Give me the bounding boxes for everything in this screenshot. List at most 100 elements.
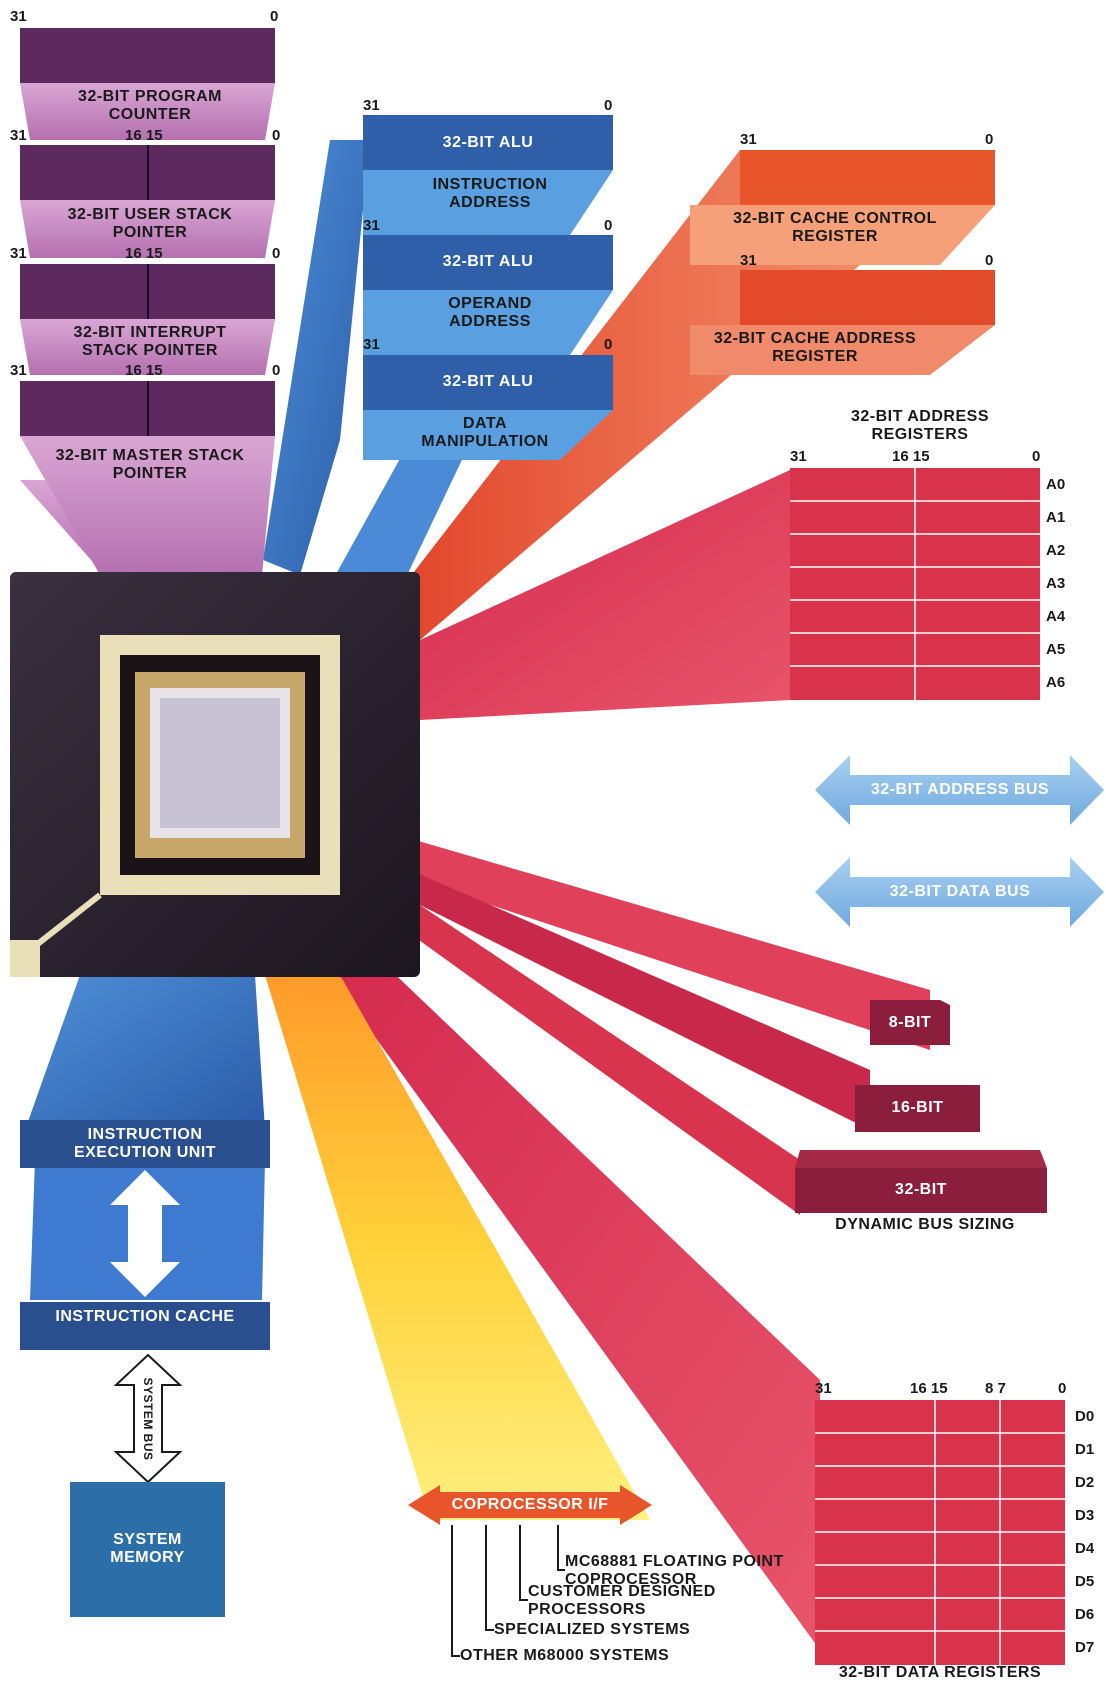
isp-mid: 16 15 (125, 245, 163, 262)
ccr-msb: 31 (740, 131, 757, 148)
alu3-msb: 31 (363, 336, 380, 353)
system-memory-label: SYSTEM MEMORY (110, 1531, 185, 1566)
alu2-sub: OPERAND ADDRESS (448, 295, 532, 330)
red-ray-bus (415, 840, 930, 1050)
address-bus-arrow[interactable] (815, 755, 1104, 825)
bus-16bit (855, 1085, 980, 1132)
ar-msb: 31 (790, 448, 807, 465)
instruction-execution-unit (20, 1120, 270, 1168)
dr-mid: 16 15 (910, 1380, 948, 1397)
coprocessor-item-m68000: OTHER M68000 SYSTEMS (460, 1647, 670, 1664)
bus-16bit-label: 16-BIT (891, 1099, 944, 1116)
alu3-lsb: 0 (604, 336, 613, 353)
coprocessor-label: COPROCESSOR I/F (451, 1496, 609, 1513)
instruction-exchange-arrow (110, 1170, 180, 1297)
interrupt-stack-pointer-label: 32-BIT INTERRUPT STACK POINTER (73, 324, 227, 359)
isp-msb: 31 (10, 245, 27, 262)
program-counter-register (20, 28, 275, 140)
address-registers-title: 32-BIT ADDRESS REGISTERS (851, 408, 989, 443)
ar-row-a6: A6 (1046, 674, 1066, 691)
instruction-cache-label: INSTRUCTION CACHE (55, 1308, 235, 1325)
ar-row-a3: A3 (1046, 575, 1066, 592)
alu1-lsb: 0 (604, 97, 613, 114)
car-msb: 31 (740, 252, 757, 269)
alu2-msb: 31 (363, 217, 380, 234)
program-counter-label: 32-BIT PROGRAM COUNTER (78, 88, 222, 123)
data-bus-label: 32-BIT DATA BUS (889, 883, 1031, 900)
ar-row-a2: A2 (1046, 542, 1066, 559)
alu1-label: 32-BIT ALU (442, 134, 534, 151)
alu1-msb: 31 (363, 97, 380, 114)
mc68020-chip (10, 572, 420, 977)
alu-operand-address (363, 235, 613, 355)
ar-lsb: 0 (1032, 448, 1041, 465)
red-ray-data (330, 960, 820, 1650)
ar-row-a5: A5 (1046, 641, 1066, 658)
red-ray-bus3 (405, 895, 800, 1215)
data-bus-arrow[interactable] (815, 857, 1104, 927)
coprocessor-leaders (451, 1525, 565, 1657)
blue-ray-bottom (25, 975, 265, 1130)
address-registers-block (790, 468, 1040, 700)
ar-row-a1: A1 (1046, 509, 1066, 526)
bus-32bit (795, 1150, 1047, 1213)
cache-address-register (690, 270, 995, 375)
dr-row-d1: D1 (1075, 1441, 1095, 1458)
bus-32bit-label: 32-BIT (895, 1181, 947, 1198)
dynamic-bus-sizing-caption: DYNAMIC BUS SIZING (835, 1216, 1015, 1233)
red-ray-address (420, 470, 790, 720)
coprocessor-item-mc68881: MC68881 FLOATING POINT COPROCESSOR (565, 1553, 784, 1588)
coprocessor-arrow (408, 1485, 652, 1525)
msp-lsb: 0 (272, 362, 281, 379)
ar-row-a0: A0 (1046, 476, 1066, 493)
dr-mid2: 8 7 (985, 1380, 1006, 1397)
user-stack-pointer-label: 32-BIT USER STACK POINTER (67, 206, 233, 241)
cache-address-label: 32-BIT CACHE ADDRESS REGISTER (713, 330, 917, 365)
coprocessor-item-specialized: SPECIALIZED SYSTEMS (494, 1621, 691, 1638)
address-bus-label: 32-BIT ADDRESS BUS (870, 781, 1050, 798)
master-stack-pointer-register (20, 381, 275, 575)
dr-row-d0: D0 (1075, 1408, 1095, 1425)
user-stack-pointer-register (20, 145, 275, 258)
dr-row-d6: D6 (1075, 1606, 1095, 1623)
msp-mid: 16 15 (125, 362, 163, 379)
data-registers-title: 32-BIT DATA REGISTERS (838, 1664, 1042, 1681)
car-lsb: 0 (985, 252, 994, 269)
pc-msb: 31 (10, 8, 27, 25)
coprocessor-item-custom: CUSTOMER DESIGNED PROCESSORS (528, 1583, 716, 1618)
dr-row-d3: D3 (1075, 1507, 1095, 1524)
dr-msb: 31 (815, 1380, 832, 1397)
dr-lsb: 0 (1058, 1380, 1067, 1397)
blue-ray-top (263, 140, 370, 575)
msp-msb: 31 (10, 362, 27, 379)
ccr-lsb: 0 (985, 131, 994, 148)
yellow-ray (265, 975, 650, 1520)
instruction-cache (20, 1302, 270, 1350)
alu-instruction-address (363, 115, 613, 235)
bus-8bit (870, 1000, 950, 1045)
alu3-label: 32-BIT ALU (442, 373, 534, 390)
alu-data-manipulation (363, 355, 613, 460)
cache-control-label: 32-BIT CACHE CONTROL REGISTER (733, 210, 937, 245)
system-memory-box (70, 1482, 225, 1617)
instruction-execution-label: INSTRUCTION EXECUTION UNIT (73, 1126, 217, 1161)
master-stack-pointer-label: 32-BIT MASTER STACK POINTER (55, 447, 245, 482)
dr-row-d5: D5 (1075, 1573, 1095, 1590)
ar-row-a4: A4 (1046, 608, 1066, 625)
data-registers-block (815, 1400, 1065, 1665)
alu1-sub: INSTRUCTION ADDRESS (432, 176, 548, 211)
pc-lsb: 0 (270, 8, 279, 25)
dr-row-d7: D7 (1075, 1639, 1095, 1656)
system-bus-label: SYSTEM BUS (141, 1377, 155, 1461)
usp-msb: 31 (10, 127, 27, 144)
isp-lsb: 0 (272, 245, 281, 262)
interrupt-stack-pointer-register (20, 264, 275, 375)
dr-row-d4: D4 (1075, 1540, 1095, 1557)
alu3-sub: DATA MANIPULATION (421, 415, 549, 450)
alu2-lsb: 0 (604, 217, 613, 234)
red-ray-bus2 (410, 870, 870, 1130)
ar-mid: 16 15 (892, 448, 930, 465)
dr-row-d2: D2 (1075, 1474, 1095, 1491)
cache-control-register (690, 150, 995, 265)
